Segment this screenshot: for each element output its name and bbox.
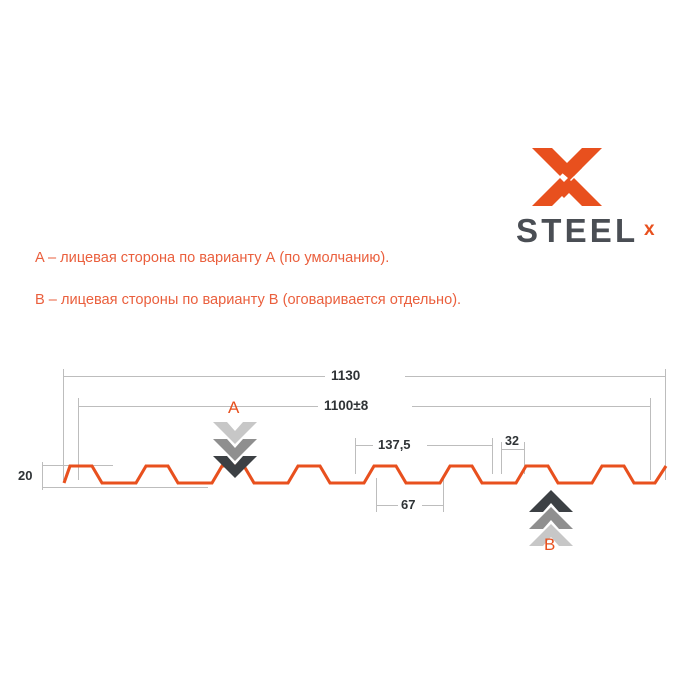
side-a-marker-label: A: [228, 398, 240, 417]
dimension-label-valley-width: 67: [401, 497, 416, 512]
profile-drawing-svg: [42, 369, 668, 546]
corrugated-profile-path: [62, 464, 668, 485]
side-b-marker: [529, 490, 573, 546]
brand-wordmark-superscript: x: [644, 219, 655, 240]
dimension-valley-width: [376, 478, 444, 512]
dimension-label-useful-width: 1100±8: [324, 398, 369, 413]
profile-technical-drawing: 1130 1100±8 137,5 67 32 20 A B: [0, 350, 700, 570]
caption-variant-a: A – лицевая сторона по варианту А (по ум…: [35, 250, 390, 266]
brand-logo: STEEL x: [516, 142, 666, 250]
dimension-label-rib-top-width: 32: [505, 434, 519, 448]
dimension-rib-pitch: [355, 438, 493, 474]
side-b-marker-label: B: [544, 535, 556, 554]
steelx-x-mark-icon: [530, 142, 604, 212]
brand-wordmark: STEEL: [516, 212, 639, 249]
caption-variant-b: B – лицевая стороны по варианту B (огова…: [35, 292, 462, 308]
dimension-label-total-width: 1130: [331, 368, 361, 383]
side-a-marker: [213, 422, 257, 478]
dimension-label-profile-height: 20: [18, 468, 33, 483]
dimension-total-width: [63, 369, 666, 480]
dimension-label-rib-pitch: 137,5: [378, 437, 411, 452]
